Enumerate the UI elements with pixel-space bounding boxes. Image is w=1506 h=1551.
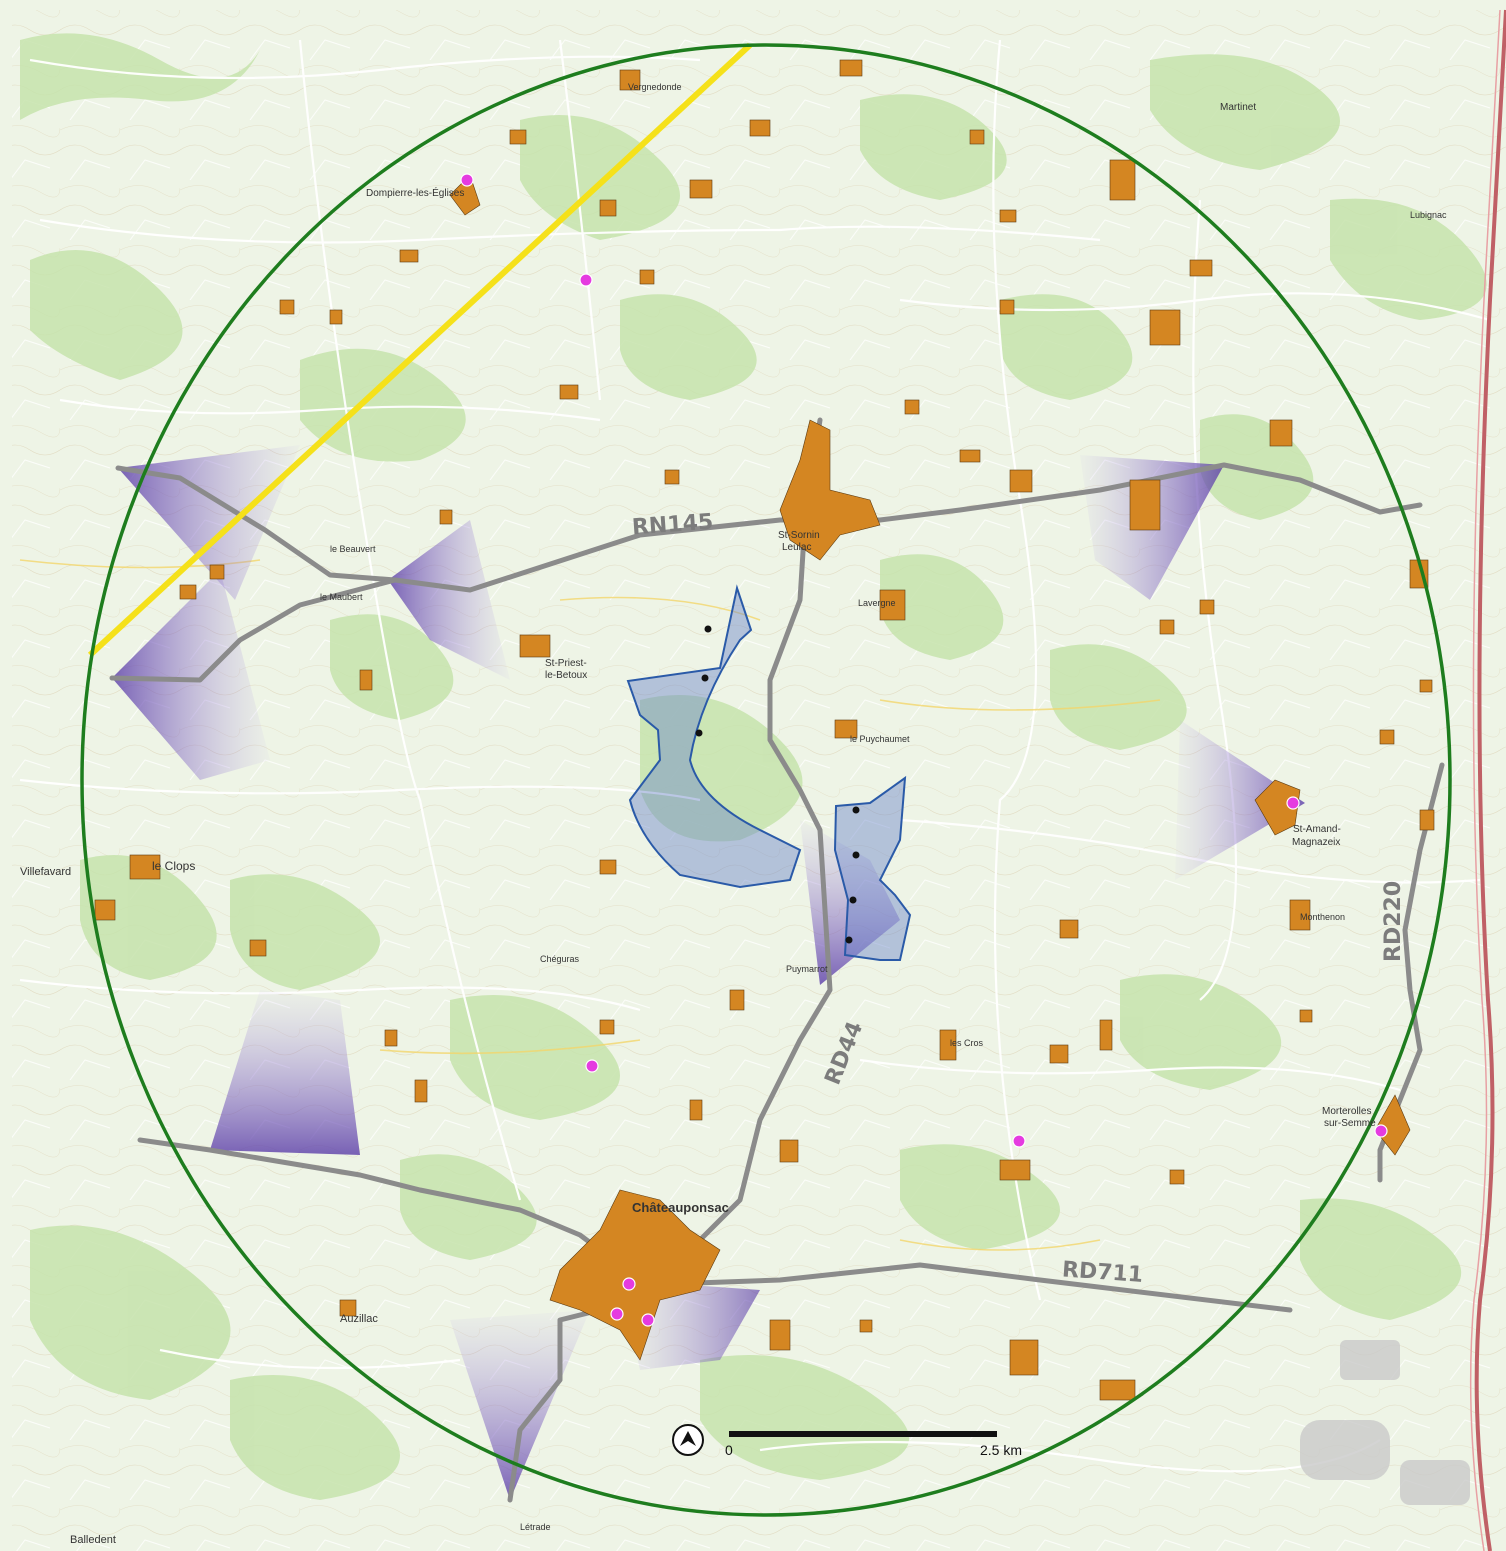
minor-roads [19, 39, 1491, 1473]
power-line [87, 42, 753, 658]
scale-start-label: 0 [725, 1442, 733, 1458]
place-label: Magnazeix [1292, 837, 1340, 848]
study-area-circle [80, 43, 1452, 1517]
place-names: Châteauponsac St-Sornin Leulac St-Amand-… [20, 82, 1447, 1546]
place-label: Monthenon [1300, 912, 1345, 922]
wind-turbines [695, 625, 860, 944]
place-label: Villefavard [20, 866, 71, 878]
scale-bar-line [729, 1431, 997, 1437]
wind-farm-zones [626, 584, 912, 961]
place-label: Puymarrot [786, 964, 828, 974]
turbine [695, 729, 703, 737]
monument-marker [1286, 796, 1300, 810]
scale-end-label: 2.5 km [980, 1442, 1022, 1458]
highway-a20 [1474, 9, 1506, 1551]
turbine [852, 851, 860, 859]
monument-marker [641, 1313, 655, 1327]
place-label: sur-Semme [1324, 1118, 1376, 1129]
place-label: Châteauponsac [632, 1200, 729, 1215]
monument-marker [460, 173, 474, 187]
place-label: le Puychaumet [850, 734, 910, 744]
place-label: les Cros [950, 1038, 984, 1048]
forest-areas [20, 33, 1487, 1500]
place-label: Dompierre-les-Églises [366, 186, 464, 199]
wind-zone-west [626, 584, 802, 889]
industrial-area [1300, 1340, 1470, 1505]
road-label-rn145: RN145 [631, 510, 714, 541]
turbine [845, 936, 853, 944]
monument-marker [622, 1277, 636, 1291]
settlement-st-sornin [779, 419, 881, 561]
settlements [94, 59, 1435, 1401]
monument-marker [579, 273, 593, 287]
place-label: Auzillac [340, 1313, 378, 1325]
place-label: St-Amand- [1293, 824, 1341, 835]
turbine [701, 674, 709, 682]
scale-bar: 0 2.5 km [725, 1431, 1022, 1458]
road-rn145 [115, 462, 1423, 593]
north-arrow-icon [672, 1424, 704, 1456]
place-label: le Clops [152, 859, 195, 873]
turbine [704, 625, 712, 633]
road-sw [137, 1137, 643, 1283]
place-label: St-Sornin [778, 530, 820, 541]
monument-marker [1012, 1134, 1026, 1148]
place-label: Martinet [1220, 102, 1256, 113]
place-label: Chéguras [540, 954, 580, 964]
place-label: Lubignac [1410, 210, 1447, 220]
turbine [852, 806, 860, 814]
road-label-rd220: RD220 [1381, 881, 1406, 962]
place-label: le-Betoux [545, 670, 587, 681]
settlement-chateauponsac [549, 1189, 721, 1361]
monument-marker [585, 1059, 599, 1073]
road-rd220 [1377, 762, 1445, 1183]
place-label: Lavergne [858, 598, 896, 608]
settlement-morterolles [1374, 1094, 1411, 1156]
road-label-rd711: RD711 [1061, 1257, 1144, 1288]
monument-marker [610, 1307, 624, 1321]
historic-monuments [460, 173, 1388, 1327]
road-rd711 [637, 1262, 1293, 1313]
place-label: St-Priest- [545, 658, 587, 669]
place-label: Leulac [782, 542, 811, 553]
road-rd44 [637, 417, 833, 1273]
wind-zone-east [833, 775, 912, 961]
turbine [849, 896, 857, 904]
place-label: le Maubert [320, 592, 363, 602]
road-west-branch [109, 577, 398, 683]
monument-marker [1374, 1124, 1388, 1138]
place-label: Morterolles [1322, 1106, 1371, 1117]
place-label: Balledent [70, 1534, 116, 1546]
place-label: Vergnedonde [628, 82, 682, 92]
place-label: Létrade [520, 1522, 551, 1532]
place-label: le Beauvert [330, 544, 376, 554]
